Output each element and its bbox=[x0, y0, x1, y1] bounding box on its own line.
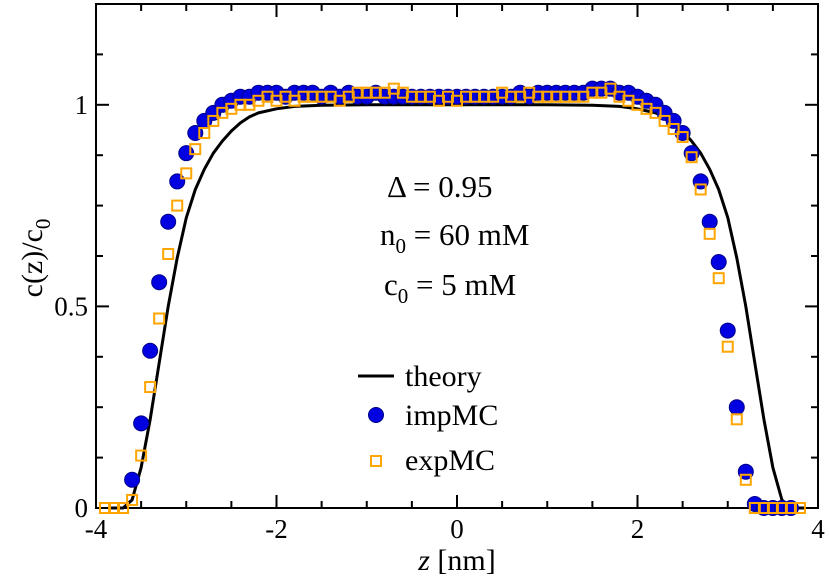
expMC-point bbox=[658, 114, 671, 127]
expMC-point bbox=[703, 227, 716, 240]
x-tick-label: 4 bbox=[811, 514, 825, 544]
impMC-point bbox=[710, 254, 727, 271]
impMC-point bbox=[133, 415, 150, 432]
impMC-point bbox=[719, 322, 736, 339]
expMC-point bbox=[135, 449, 148, 462]
y-tick-label: 1 bbox=[75, 90, 89, 120]
legend-expMC-marker bbox=[370, 455, 382, 467]
y-axis-label: c(z)/c0 bbox=[16, 219, 55, 298]
x-tick-label: -2 bbox=[265, 514, 288, 544]
expMC-point bbox=[117, 502, 130, 514]
expMC-point bbox=[730, 413, 743, 426]
expMC-point bbox=[604, 82, 617, 95]
expMC-point bbox=[180, 167, 193, 180]
annotation-c0: c0 = 5 mM bbox=[384, 267, 516, 308]
expMC-point bbox=[171, 199, 184, 212]
annotation-n0: n0 = 60 mM bbox=[380, 217, 529, 258]
impMC-point bbox=[151, 274, 168, 291]
expMC-point bbox=[739, 473, 752, 486]
expMC-point bbox=[207, 114, 220, 127]
x-axis-label: z [nm] bbox=[417, 544, 496, 577]
plot-frame bbox=[95, 3, 819, 509]
expMC-point bbox=[676, 131, 689, 144]
legend-expMC-label: expMC bbox=[405, 444, 495, 477]
expMC-point bbox=[126, 493, 139, 506]
legend-theory-label: theory bbox=[405, 360, 482, 393]
expMC-point bbox=[793, 502, 806, 514]
expMC-point bbox=[162, 247, 175, 260]
x-tick-label: 2 bbox=[631, 514, 645, 544]
impMC-point bbox=[160, 213, 177, 230]
tick-labels: -4 -2 0 2 4 0 0.5 1 bbox=[54, 90, 825, 544]
x-tick-label: 0 bbox=[450, 514, 464, 544]
y-tick-label: 0.5 bbox=[54, 291, 88, 321]
expMC-point bbox=[189, 143, 202, 156]
axis-ticks bbox=[95, 3, 819, 509]
y-tick-label: 0 bbox=[75, 493, 89, 523]
expMC-point bbox=[712, 272, 725, 285]
legend: theory impMC expMC bbox=[358, 360, 498, 477]
x-tick-label: -4 bbox=[85, 514, 108, 544]
impMC-point bbox=[142, 342, 159, 359]
impMC-point bbox=[701, 213, 718, 230]
impMC-point bbox=[728, 399, 745, 416]
expMC-point bbox=[153, 312, 166, 325]
legend-impMC-label: impMC bbox=[405, 399, 498, 432]
expMC-point bbox=[144, 381, 157, 394]
impMC-point bbox=[169, 173, 186, 190]
expMC-point bbox=[694, 183, 707, 196]
expMC-point bbox=[649, 106, 662, 119]
impMC-point bbox=[124, 471, 141, 488]
legend-impMC-marker bbox=[368, 407, 384, 423]
expMC-point bbox=[721, 340, 734, 353]
annotation-delta: Δ = 0.95 bbox=[387, 169, 492, 204]
expMC-point bbox=[667, 122, 680, 135]
expMC-point bbox=[198, 127, 211, 140]
expMC-point bbox=[685, 151, 698, 164]
plot-area bbox=[99, 80, 806, 516]
